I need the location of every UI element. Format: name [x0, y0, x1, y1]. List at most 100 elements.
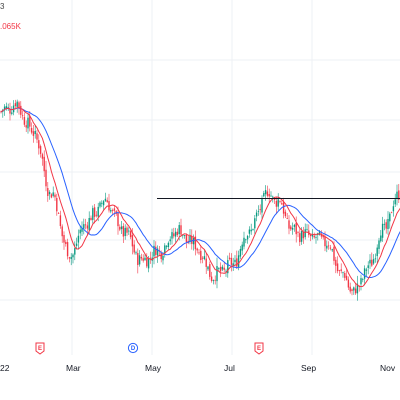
candle[interactable]: [133, 240, 135, 255]
candle[interactable]: [201, 256, 204, 264]
candle[interactable]: [268, 188, 270, 202]
candle[interactable]: [336, 256, 339, 274]
candle[interactable]: [255, 209, 258, 222]
candle[interactable]: [263, 190, 265, 198]
candle[interactable]: [12, 100, 15, 116]
candle[interactable]: [167, 241, 170, 251]
candle[interactable]: [362, 277, 364, 283]
candle[interactable]: [52, 186, 54, 198]
candle[interactable]: [108, 193, 110, 213]
candle[interactable]: [185, 233, 188, 249]
candle[interactable]: [165, 245, 168, 250]
candle[interactable]: [236, 250, 238, 270]
candle[interactable]: [106, 197, 108, 203]
candle[interactable]: [338, 269, 341, 277]
candle[interactable]: [367, 261, 369, 275]
candle[interactable]: [394, 193, 396, 207]
candle[interactable]: [306, 223, 308, 232]
candle[interactable]: [180, 218, 182, 237]
candle[interactable]: [7, 103, 9, 112]
candle[interactable]: [279, 200, 281, 204]
candle[interactable]: [270, 191, 272, 197]
candle[interactable]: [135, 250, 137, 255]
candle[interactable]: [92, 205, 94, 225]
candle[interactable]: [376, 244, 378, 264]
candle[interactable]: [38, 134, 40, 155]
candle[interactable]: [304, 223, 306, 240]
candle[interactable]: [365, 267, 368, 277]
candle[interactable]: [113, 205, 116, 217]
candle[interactable]: [372, 254, 375, 265]
candle[interactable]: [43, 150, 45, 177]
candle[interactable]: [61, 224, 63, 243]
candle[interactable]: [72, 253, 74, 264]
candle[interactable]: [137, 248, 139, 274]
candle[interactable]: [63, 231, 65, 250]
candle[interactable]: [117, 206, 119, 235]
candle[interactable]: [11, 106, 13, 116]
candle[interactable]: [81, 221, 83, 237]
candle[interactable]: [214, 275, 216, 285]
candle[interactable]: [241, 241, 243, 255]
candle[interactable]: [156, 245, 159, 263]
candle[interactable]: [122, 223, 125, 244]
candle[interactable]: [54, 192, 56, 201]
candle[interactable]: [252, 228, 254, 231]
candle[interactable]: [354, 283, 357, 295]
candle[interactable]: [16, 99, 18, 113]
candle[interactable]: [219, 262, 222, 278]
candle[interactable]: [387, 211, 389, 235]
candle[interactable]: [239, 245, 242, 260]
candle[interactable]: [75, 237, 78, 249]
candle[interactable]: [360, 274, 362, 291]
candle[interactable]: [57, 212, 60, 214]
candle[interactable]: [374, 253, 377, 263]
candle[interactable]: [227, 255, 229, 278]
candle[interactable]: [74, 241, 76, 261]
candle[interactable]: [371, 252, 373, 267]
candle[interactable]: [102, 199, 105, 211]
candle[interactable]: [34, 125, 36, 139]
candle[interactable]: [56, 193, 58, 216]
candle[interactable]: [21, 110, 24, 120]
candle[interactable]: [324, 231, 326, 252]
candle[interactable]: [5, 102, 8, 111]
candle[interactable]: [277, 193, 279, 211]
candle[interactable]: [297, 230, 299, 238]
candle[interactable]: [164, 243, 166, 258]
candle[interactable]: [228, 252, 231, 261]
candle[interactable]: [275, 197, 278, 214]
candle[interactable]: [104, 192, 107, 202]
candle[interactable]: [23, 112, 26, 127]
candle[interactable]: [381, 216, 384, 242]
candle[interactable]: [356, 275, 359, 301]
candle[interactable]: [126, 225, 128, 237]
candle[interactable]: [200, 245, 202, 264]
candle[interactable]: [36, 130, 38, 144]
candle[interactable]: [144, 254, 146, 261]
candle[interactable]: [65, 239, 67, 247]
candle[interactable]: [313, 232, 315, 239]
candle[interactable]: [223, 262, 225, 273]
candle[interactable]: [259, 204, 261, 215]
candle[interactable]: [212, 279, 215, 285]
candle[interactable]: [174, 227, 177, 243]
candle[interactable]: [284, 209, 287, 218]
candle[interactable]: [66, 238, 69, 260]
candle[interactable]: [293, 223, 296, 232]
candle[interactable]: [345, 269, 348, 281]
candle[interactable]: [93, 203, 96, 224]
candle[interactable]: [120, 221, 123, 234]
candle[interactable]: [128, 227, 130, 235]
candle[interactable]: [70, 253, 72, 266]
candle[interactable]: [248, 226, 251, 238]
candle[interactable]: [340, 263, 342, 274]
candle[interactable]: [77, 229, 80, 250]
candle[interactable]: [347, 276, 350, 291]
candle[interactable]: [246, 234, 249, 244]
candle[interactable]: [90, 215, 92, 221]
candle[interactable]: [146, 253, 148, 269]
candle[interactable]: [149, 251, 152, 264]
candle[interactable]: [9, 102, 11, 121]
